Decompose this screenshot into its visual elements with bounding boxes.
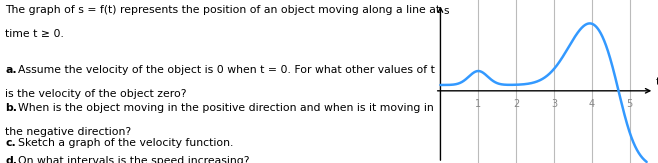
Text: 4: 4 [589,99,595,109]
Text: a.: a. [5,65,17,75]
Text: On what intervals is the speed increasing?: On what intervals is the speed increasin… [18,156,249,163]
Text: 5: 5 [626,99,633,109]
Text: is the velocity of the object zero?: is the velocity of the object zero? [5,89,187,99]
Text: s: s [443,6,449,16]
Text: t: t [655,77,658,87]
Text: 1: 1 [475,99,482,109]
Text: 2: 2 [513,99,519,109]
Text: time t ≥ 0.: time t ≥ 0. [5,29,64,39]
Text: When is the object moving in the positive direction and when is it moving in: When is the object moving in the positiv… [18,103,434,113]
Text: 3: 3 [551,99,557,109]
Text: c.: c. [5,138,16,148]
Text: b.: b. [5,103,17,113]
Text: d.: d. [5,156,17,163]
Text: Assume the velocity of the object is 0 when t = 0. For what other values of t: Assume the velocity of the object is 0 w… [18,65,435,75]
Text: the negative direction?: the negative direction? [5,127,132,137]
Text: The graph of s = f(t) represents the position of an object moving along a line a: The graph of s = f(t) represents the pos… [5,5,440,15]
Text: Sketch a graph of the velocity function.: Sketch a graph of the velocity function. [18,138,234,148]
